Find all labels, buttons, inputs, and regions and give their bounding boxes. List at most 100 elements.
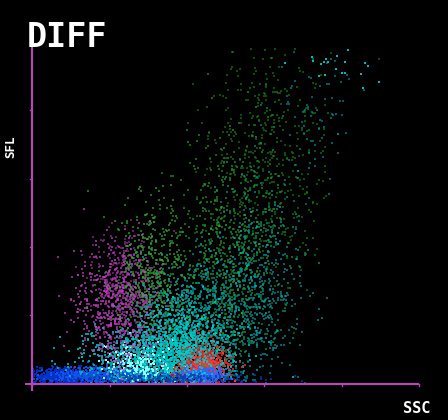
Point bbox=[190, 366, 198, 373]
Point bbox=[255, 245, 263, 252]
Point bbox=[155, 374, 163, 381]
Point bbox=[134, 355, 141, 362]
Point bbox=[234, 329, 241, 336]
Point bbox=[170, 340, 177, 347]
Point bbox=[99, 364, 106, 370]
Point bbox=[141, 239, 148, 245]
Point bbox=[56, 374, 63, 381]
Point bbox=[38, 372, 45, 378]
Point bbox=[186, 248, 194, 255]
Point bbox=[178, 301, 185, 307]
Point bbox=[188, 332, 195, 339]
Point bbox=[96, 268, 103, 275]
Point bbox=[103, 226, 111, 233]
Point bbox=[139, 338, 146, 345]
Point bbox=[181, 361, 189, 368]
Point bbox=[202, 228, 209, 234]
Point bbox=[246, 238, 253, 244]
Point bbox=[229, 338, 236, 345]
Point bbox=[142, 277, 150, 284]
Point bbox=[227, 374, 234, 381]
Point bbox=[133, 289, 140, 296]
Point bbox=[198, 366, 206, 373]
Point bbox=[202, 376, 209, 383]
Point bbox=[215, 354, 223, 360]
Point bbox=[72, 369, 79, 376]
Point bbox=[188, 350, 195, 357]
Point bbox=[177, 328, 184, 335]
Point bbox=[59, 375, 66, 382]
Point bbox=[215, 344, 222, 350]
Point bbox=[210, 367, 217, 373]
Point bbox=[166, 311, 173, 318]
Point bbox=[203, 348, 210, 355]
Point bbox=[129, 268, 137, 275]
Point bbox=[189, 263, 196, 270]
Point bbox=[190, 162, 198, 169]
Point bbox=[159, 374, 167, 381]
Point bbox=[176, 373, 183, 379]
Point bbox=[113, 306, 121, 312]
Point bbox=[51, 373, 58, 380]
Point bbox=[162, 306, 169, 312]
Point bbox=[212, 370, 220, 377]
Point bbox=[202, 375, 210, 381]
Point bbox=[220, 359, 228, 366]
Point bbox=[142, 286, 149, 293]
Point bbox=[227, 294, 234, 301]
Point bbox=[203, 339, 211, 346]
Point bbox=[199, 369, 206, 376]
Point bbox=[155, 251, 163, 257]
Point bbox=[237, 266, 245, 273]
Point bbox=[184, 379, 191, 386]
Point bbox=[198, 315, 205, 322]
Point bbox=[224, 264, 231, 270]
Point bbox=[206, 360, 213, 367]
Point bbox=[208, 357, 215, 364]
Point bbox=[221, 218, 228, 224]
Point bbox=[186, 361, 194, 368]
Point bbox=[173, 312, 180, 319]
Point bbox=[223, 375, 230, 382]
Point bbox=[164, 294, 171, 300]
Point bbox=[180, 373, 187, 380]
Point bbox=[149, 370, 156, 377]
Point bbox=[103, 268, 110, 275]
Point bbox=[269, 233, 276, 239]
Point bbox=[198, 378, 205, 385]
Point bbox=[131, 370, 138, 376]
Point bbox=[173, 330, 181, 337]
Point bbox=[193, 352, 200, 359]
Point bbox=[266, 200, 273, 206]
Point bbox=[299, 152, 306, 158]
Point bbox=[211, 197, 219, 204]
Point bbox=[111, 361, 118, 368]
Point bbox=[212, 376, 220, 383]
Point bbox=[260, 315, 267, 322]
Point bbox=[164, 370, 171, 376]
Point bbox=[217, 329, 224, 336]
Point bbox=[196, 370, 203, 377]
Point bbox=[262, 206, 269, 213]
Point bbox=[47, 379, 55, 386]
Point bbox=[124, 293, 131, 300]
Point bbox=[144, 297, 151, 304]
Point bbox=[198, 373, 205, 380]
Point bbox=[126, 360, 133, 367]
Point bbox=[139, 372, 146, 378]
Point bbox=[74, 376, 81, 383]
Point bbox=[208, 366, 215, 373]
Point bbox=[225, 375, 232, 381]
Point bbox=[106, 371, 113, 378]
Point bbox=[219, 373, 226, 379]
Point bbox=[310, 218, 318, 224]
Point bbox=[316, 72, 323, 79]
Point bbox=[201, 361, 208, 368]
Point bbox=[236, 373, 243, 379]
Point bbox=[125, 194, 132, 201]
Point bbox=[218, 328, 225, 335]
Point bbox=[72, 363, 79, 370]
Point bbox=[59, 375, 66, 381]
Point bbox=[173, 354, 180, 361]
Point bbox=[175, 375, 182, 381]
